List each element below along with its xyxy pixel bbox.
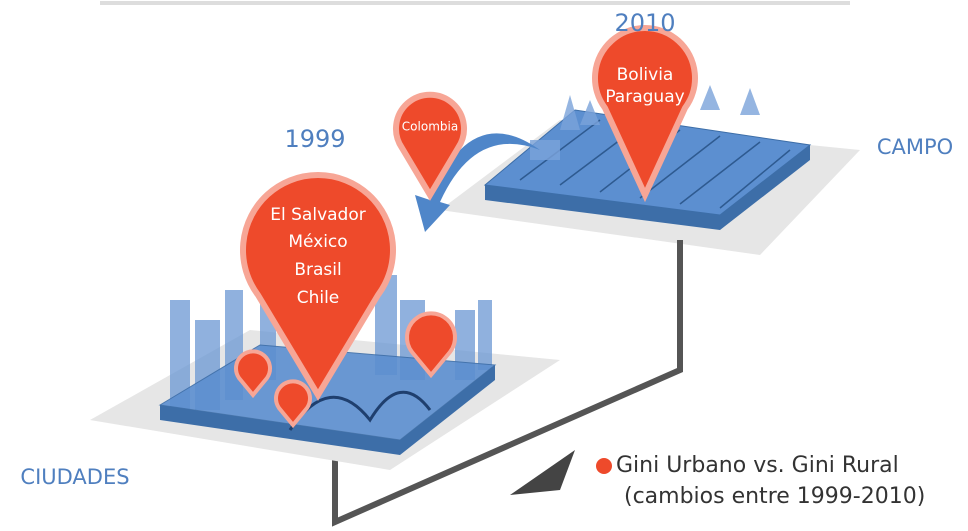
pin-label: Brasil — [294, 260, 341, 280]
bridge — [288, 390, 432, 431]
legend-subtitle: (cambios entre 1999-2010) — [624, 484, 925, 509]
pin-label: Colombia — [402, 120, 458, 134]
pin-small — [274, 379, 312, 429]
urban-side — [160, 365, 495, 455]
pin-small — [234, 349, 272, 399]
pin-small — [405, 311, 457, 379]
year-label: 2010 — [614, 9, 675, 37]
pin-rural-main — [592, 25, 698, 203]
pin-label: Chile — [297, 288, 340, 308]
legend-dot — [596, 458, 612, 474]
pin-label: Bolivia — [617, 65, 674, 85]
pin-urban-main — [240, 172, 396, 401]
trees — [530, 85, 760, 160]
pin-moving — [393, 91, 467, 201]
connector-arrow — [510, 450, 575, 495]
pin-label: Paraguay — [605, 87, 684, 107]
move-arrow — [415, 133, 540, 232]
year-label: 1999 — [284, 125, 345, 153]
region-label: CIUDADES — [20, 465, 129, 489]
region-label: CAMPO — [877, 135, 953, 159]
legend-title: Gini Urbano vs. Gini Rural — [616, 453, 899, 478]
pin-label: El Salvador — [270, 205, 365, 225]
connector — [332, 240, 683, 527]
pin-label: México — [288, 232, 347, 252]
